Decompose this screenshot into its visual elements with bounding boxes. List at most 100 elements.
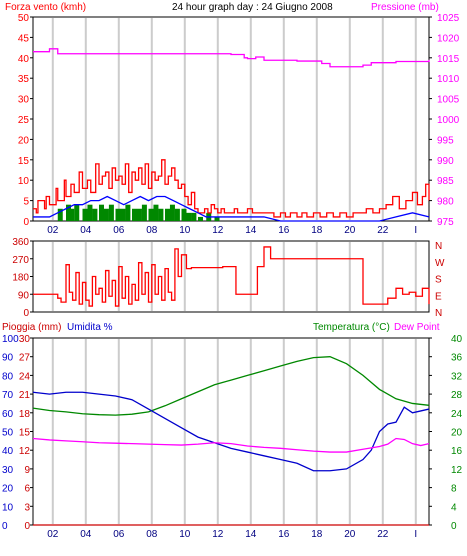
- rain-tick-label: 3: [24, 502, 30, 513]
- wind-tick-label: 0: [23, 217, 29, 228]
- temperature-tick-label: 16: [451, 446, 463, 457]
- rain-tick-label: 0: [24, 521, 30, 532]
- humidity-tick-label: 70: [2, 390, 14, 401]
- x-tick-label: 22: [377, 529, 389, 540]
- x-tick-label: 10: [179, 529, 191, 540]
- x-tick-label: 04: [80, 225, 92, 236]
- humidity-tick-label: 0: [2, 521, 8, 532]
- rain-axis-label: Pioggia (mm): [2, 322, 61, 333]
- wind-tick-label: 45: [18, 33, 30, 44]
- wind-pressure-grid: [51, 18, 417, 220]
- temperature-tick-label: 8: [451, 484, 457, 495]
- rain-tick-label: 6: [24, 484, 30, 495]
- temperature-tick-label: 12: [451, 465, 463, 476]
- x-tick-label: 08: [146, 225, 158, 236]
- humidity-tick-label: 20: [2, 484, 14, 495]
- wind-speed-bar: [198, 216, 203, 221]
- humidity-tick-label: 80: [2, 371, 14, 382]
- wind-speed-bar: [132, 208, 137, 221]
- wind-speed-bar: [169, 204, 175, 221]
- x-tick-label: I: [414, 529, 417, 540]
- wind-pressure-axes: 02 04 06 08 10 12 14 16 18 20 22 I05101520253035404…: [18, 13, 460, 236]
- rain-tick-label: 30: [19, 334, 31, 345]
- wind-speed-bar: [186, 212, 192, 221]
- compass-label: S: [435, 275, 442, 286]
- x-tick-label: 18: [311, 529, 323, 540]
- temp-humidity-axes: 02 04 06 08 10 12 14 16 18 20 22 I01020304050607080…: [2, 334, 463, 540]
- wind-axis-label: Forza vento (kmh): [5, 2, 86, 13]
- wind-speed-bar: [120, 208, 126, 221]
- wind-tick-label: 30: [18, 95, 30, 106]
- pressure-tick-label: 1020: [437, 33, 460, 44]
- pressure-tick-label: 1015: [437, 54, 460, 65]
- wind-speed-bar: [99, 204, 104, 221]
- rain-tick-label: 27: [19, 353, 31, 364]
- rain-tick-label: 21: [19, 390, 31, 401]
- wind-pressure-lines: [33, 48, 430, 222]
- pressure-axis-label: Pressione (mb): [371, 2, 439, 13]
- wind-speed-bar: [82, 208, 88, 221]
- temp-humidity-plot-area: [32, 337, 430, 526]
- temperature-tick-label: 0: [451, 521, 457, 532]
- wind-speed-bar: [125, 204, 131, 221]
- humidity-tick-label: 100: [2, 334, 19, 345]
- x-tick-label: 02: [47, 225, 59, 236]
- pressure-tick-label: 975: [437, 217, 454, 228]
- wind-speed-bar: [174, 208, 180, 221]
- wind-speed-bar: [158, 208, 164, 221]
- pressure-tick-label: 1000: [437, 115, 460, 126]
- pressure-tick-label: 980: [437, 197, 454, 208]
- temperature-tick-label: 24: [451, 409, 463, 420]
- wind-tick-label: 15: [18, 156, 30, 167]
- wind-direction-line: [33, 246, 430, 307]
- wind-speed-bar: [92, 208, 98, 221]
- wind-speed-bar: [69, 208, 75, 221]
- chart-title: 24 hour graph day : 24 Giugno 2008: [172, 2, 333, 13]
- temperature-tick-label: 4: [451, 502, 457, 513]
- compass-label: E: [435, 291, 442, 302]
- pressure-tick-label: 1025: [437, 13, 460, 24]
- wind-tick-label: 50: [18, 13, 30, 24]
- wind-pressure-plot-area: [32, 16, 430, 222]
- x-tick-label: I: [414, 225, 417, 236]
- humidity-tick-label: 50: [2, 428, 14, 439]
- x-tick-label: 12: [212, 225, 224, 236]
- wind-speed-bar: [103, 208, 109, 221]
- compass-label: N: [435, 241, 442, 252]
- wind-speed-bar: [87, 204, 93, 221]
- wind-speed-bar: [165, 208, 170, 221]
- x-tick-label: 08: [146, 529, 158, 540]
- x-tick-label: 10: [179, 225, 191, 236]
- pressure-tick-label: 985: [437, 176, 454, 187]
- wind-speed-bar: [108, 204, 114, 221]
- dewpoint-axis-label: Dew Point: [394, 322, 440, 333]
- direction-tick-label: 360: [12, 237, 29, 248]
- pressure-tick-label: 1010: [437, 74, 460, 85]
- x-tick-label: 12: [212, 529, 224, 540]
- x-tick-label: 20: [344, 529, 356, 540]
- x-tick-label: 04: [80, 529, 92, 540]
- wind-speed-bar: [148, 208, 154, 221]
- direction-tick-label: 270: [12, 255, 29, 266]
- wind-speed-bar: [115, 208, 121, 221]
- temp-humidity-lines: [32, 356, 430, 526]
- x-tick-label: 16: [278, 529, 290, 540]
- x-tick-label: 06: [113, 529, 125, 540]
- wind-tick-label: 25: [18, 115, 30, 126]
- wind-tick-label: 20: [18, 135, 30, 146]
- rain-tick-label: 18: [19, 409, 31, 420]
- wind-speed-bar: [214, 216, 220, 221]
- x-tick-label: 22: [377, 225, 389, 236]
- wind-tick-label: 5: [23, 197, 29, 208]
- temperature-tick-label: 36: [451, 353, 463, 364]
- x-tick-label: 18: [311, 225, 323, 236]
- humidity-tick-label: 10: [2, 502, 14, 513]
- rain-tick-label: 24: [19, 371, 31, 382]
- gust-line: [33, 159, 430, 218]
- x-tick-label: 16: [278, 225, 290, 236]
- pressure-tick-label: 1005: [437, 95, 460, 106]
- pressure-tick-label: 990: [437, 156, 454, 167]
- pressure-line: [33, 48, 430, 68]
